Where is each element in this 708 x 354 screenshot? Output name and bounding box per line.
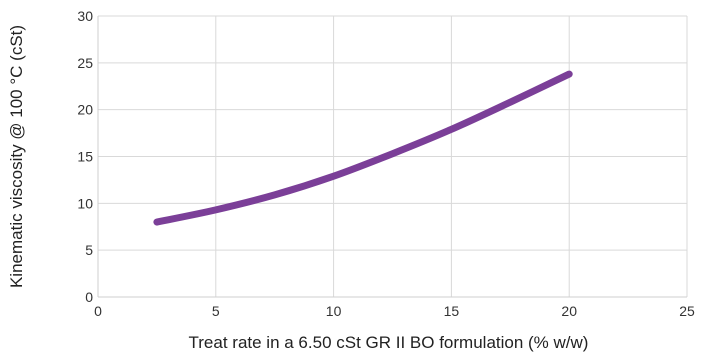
x-tick-label: 15 [444, 303, 460, 319]
x-tick-label: 0 [94, 303, 102, 319]
y-tick-label: 30 [77, 8, 93, 24]
y-tick-label: 10 [77, 195, 93, 211]
y-tick-label: 5 [85, 242, 93, 258]
y-tick-label: 0 [85, 289, 93, 305]
x-tick-label: 25 [679, 303, 695, 319]
y-tick-label: 20 [77, 102, 93, 118]
y-axis-title: Kinematic viscosity @ 100 °C (cSt) [7, 25, 26, 288]
grid [98, 15, 688, 297]
tick-labels: 0 5 10 15 20 25 0 5 10 15 20 25 30 [77, 8, 695, 319]
x-tick-label: 20 [561, 303, 577, 319]
x-tick-label: 5 [212, 303, 220, 319]
axes [97, 16, 687, 298]
x-tick-label: 10 [326, 303, 342, 319]
x-axis-title: Treat rate in a 6.50 cSt GR II BO formul… [189, 333, 589, 352]
y-tick-label: 25 [77, 55, 93, 71]
series-line [153, 70, 573, 226]
series-layer [153, 70, 573, 226]
y-tick-label: 15 [77, 149, 93, 165]
